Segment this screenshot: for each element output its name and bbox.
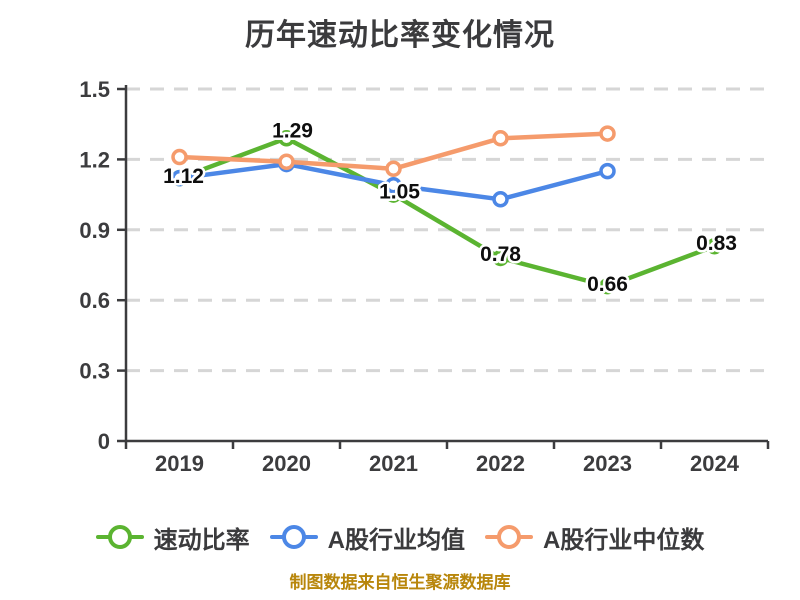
data-point-series-2 bbox=[601, 127, 614, 140]
y-tick-label: 1.2 bbox=[79, 147, 110, 172]
x-tick-label: 2024 bbox=[690, 451, 740, 476]
data-point-series-1 bbox=[601, 165, 614, 178]
data-point-series-2 bbox=[387, 162, 400, 175]
legend-dot-swatch bbox=[282, 525, 306, 549]
legend-label-industry-mean: A股行业均值 bbox=[328, 520, 465, 555]
point-value-label: 1.29 bbox=[272, 119, 313, 142]
x-tick-label: 2019 bbox=[155, 451, 204, 476]
x-tick-label: 2021 bbox=[369, 451, 418, 476]
y-tick-label: 0.3 bbox=[79, 359, 110, 384]
point-value-label: 0.83 bbox=[696, 232, 737, 255]
legend-item-industry-median: A股行业中位数 bbox=[485, 520, 704, 555]
data-source-note: 制图数据来自恒生聚源数据库 bbox=[0, 568, 800, 593]
legend-marker-blue-icon bbox=[270, 523, 318, 551]
y-tick-label: 1.5 bbox=[79, 77, 110, 102]
data-point-series-1 bbox=[494, 193, 507, 206]
point-value-label: 1.12 bbox=[163, 165, 204, 188]
legend-label-quick-ratio: 速动比率 bbox=[154, 520, 250, 555]
point-value-label: 0.78 bbox=[480, 243, 521, 266]
data-point-series-2 bbox=[173, 151, 186, 164]
x-tick-label: 2022 bbox=[476, 451, 525, 476]
data-point-series-2 bbox=[280, 155, 293, 168]
point-value-label: 1.05 bbox=[379, 181, 420, 204]
x-tick-label: 2020 bbox=[262, 451, 311, 476]
legend-dot-swatch bbox=[497, 525, 521, 549]
legend-label-industry-median: A股行业中位数 bbox=[543, 520, 704, 555]
data-point-series-2 bbox=[494, 132, 507, 145]
legend-item-industry-mean: A股行业均值 bbox=[270, 520, 465, 555]
legend: 速动比率 A股行业均值 A股行业中位数 bbox=[0, 517, 800, 557]
y-tick-label: 0.6 bbox=[79, 288, 110, 313]
y-tick-label: 0.9 bbox=[79, 218, 110, 243]
x-tick-label: 2023 bbox=[583, 451, 632, 476]
legend-marker-green-icon bbox=[96, 523, 144, 551]
legend-marker-orange-icon bbox=[485, 523, 533, 551]
point-value-label: 0.66 bbox=[587, 273, 628, 296]
legend-item-quick-ratio: 速动比率 bbox=[96, 520, 250, 555]
y-tick-label: 0 bbox=[98, 429, 110, 454]
line-chart-plot-area: 0 0.3 0.6 0.9 1.2 1.5 2019 2020 2021 2022 2023 2024… bbox=[0, 0, 800, 600]
chart-canvas: 历年速动比率变化情况 00.30.60.91.21.52019202020212… bbox=[0, 0, 800, 600]
legend-dot-swatch bbox=[108, 525, 132, 549]
